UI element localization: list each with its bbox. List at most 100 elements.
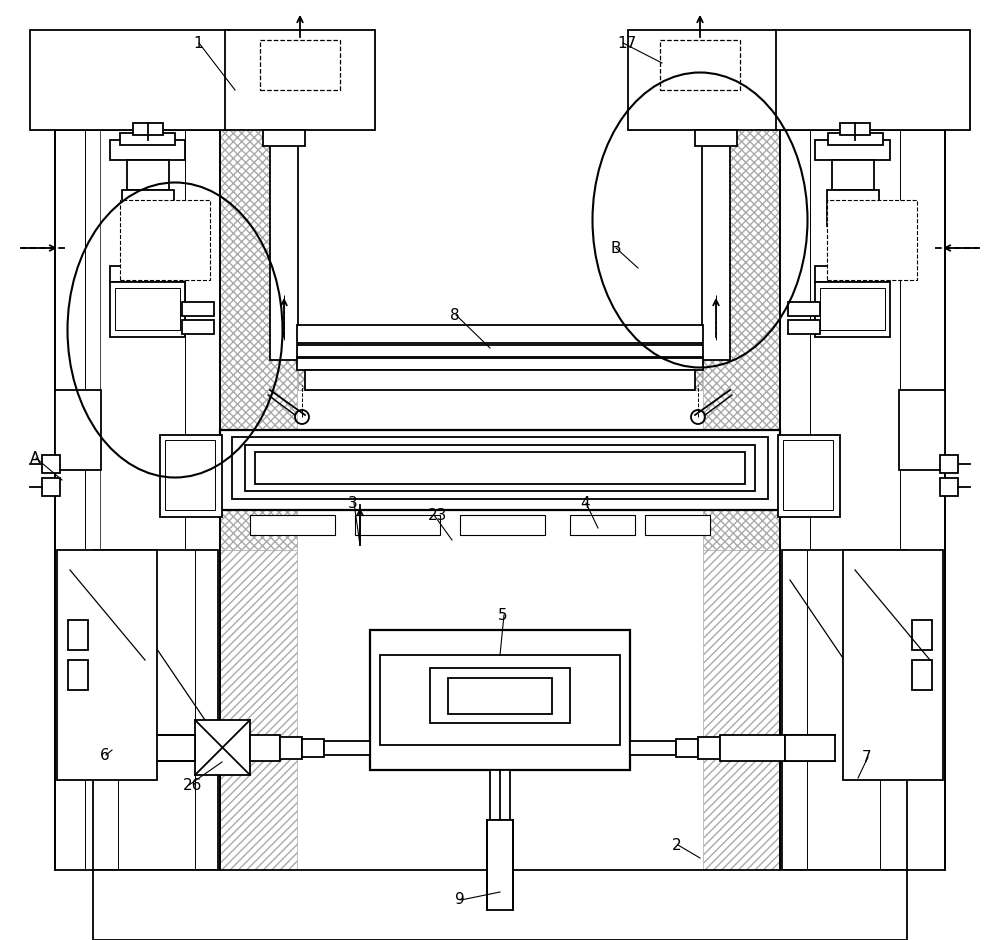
Bar xyxy=(195,720,250,775)
Bar xyxy=(122,190,174,208)
Bar xyxy=(297,325,703,343)
Bar xyxy=(703,130,785,550)
Bar xyxy=(92,730,148,766)
Bar xyxy=(215,870,297,940)
Text: 6: 6 xyxy=(100,747,110,762)
Bar xyxy=(165,440,215,510)
Bar xyxy=(827,208,879,226)
Text: 2: 2 xyxy=(672,838,682,853)
Bar xyxy=(780,130,945,870)
Bar xyxy=(783,440,833,510)
Bar xyxy=(42,455,60,473)
Bar xyxy=(297,358,703,370)
Bar xyxy=(55,130,220,870)
Bar xyxy=(250,515,335,535)
Bar xyxy=(370,630,630,655)
Bar xyxy=(380,655,620,745)
Bar xyxy=(487,820,513,910)
Bar xyxy=(280,737,302,759)
Bar xyxy=(815,266,890,282)
Bar xyxy=(448,678,552,714)
Bar xyxy=(145,735,195,761)
Bar xyxy=(127,160,169,190)
Bar xyxy=(828,133,883,145)
Bar xyxy=(778,435,840,517)
Bar xyxy=(120,200,210,280)
Text: 7: 7 xyxy=(862,749,872,764)
Bar xyxy=(815,282,890,337)
Bar xyxy=(832,160,874,190)
Bar xyxy=(370,630,630,770)
Bar xyxy=(902,395,942,409)
Bar xyxy=(110,266,185,282)
Text: 9: 9 xyxy=(455,892,465,907)
Bar xyxy=(843,550,943,780)
Bar xyxy=(650,325,702,390)
Bar xyxy=(298,325,350,390)
Text: 23: 23 xyxy=(428,508,447,523)
Bar xyxy=(232,437,768,499)
Text: A: A xyxy=(30,450,40,465)
Bar xyxy=(628,30,776,130)
Bar xyxy=(628,30,776,130)
Bar xyxy=(702,130,730,360)
Bar xyxy=(827,190,879,208)
Bar xyxy=(58,455,98,469)
Bar xyxy=(297,345,703,357)
Bar xyxy=(785,735,835,761)
Bar xyxy=(788,302,820,316)
Bar xyxy=(93,550,218,870)
Bar xyxy=(899,390,945,470)
Bar xyxy=(775,30,970,130)
Bar xyxy=(263,130,305,146)
Bar xyxy=(302,739,324,757)
Bar xyxy=(57,550,157,780)
Bar xyxy=(255,452,745,484)
Bar xyxy=(660,40,740,90)
Bar xyxy=(430,668,570,723)
Bar xyxy=(695,130,737,146)
Bar xyxy=(120,133,175,145)
Bar xyxy=(225,30,375,130)
Bar xyxy=(215,550,297,870)
Bar xyxy=(42,478,60,496)
Text: 17: 17 xyxy=(617,36,636,51)
Bar xyxy=(182,320,214,334)
Bar xyxy=(370,745,630,770)
Bar xyxy=(30,30,230,130)
Bar xyxy=(788,320,820,334)
Text: 4: 4 xyxy=(580,495,590,510)
Bar xyxy=(820,288,885,330)
Bar xyxy=(122,208,174,226)
Bar xyxy=(55,390,101,470)
Bar xyxy=(782,550,907,870)
Bar xyxy=(93,870,907,940)
Bar xyxy=(127,226,169,266)
Bar xyxy=(676,739,698,757)
Bar xyxy=(250,735,280,761)
Bar xyxy=(220,430,780,510)
Bar xyxy=(225,30,375,130)
Bar xyxy=(840,123,870,135)
Text: 8: 8 xyxy=(450,307,460,322)
Bar xyxy=(912,660,932,690)
Bar xyxy=(58,395,98,409)
Bar xyxy=(630,741,676,755)
Bar xyxy=(133,123,163,135)
Bar xyxy=(700,870,782,940)
Bar xyxy=(460,515,545,535)
Text: 1: 1 xyxy=(193,36,203,51)
Text: 26: 26 xyxy=(183,777,202,792)
Bar xyxy=(110,140,185,160)
Bar xyxy=(68,660,88,690)
Bar xyxy=(832,226,874,266)
Text: 3: 3 xyxy=(348,495,358,510)
Bar xyxy=(703,870,785,940)
Bar xyxy=(182,302,214,316)
Bar xyxy=(487,820,513,910)
Text: B: B xyxy=(610,241,620,256)
Bar xyxy=(912,620,932,650)
Bar xyxy=(720,735,785,761)
Bar xyxy=(703,550,785,870)
Bar xyxy=(940,478,958,496)
